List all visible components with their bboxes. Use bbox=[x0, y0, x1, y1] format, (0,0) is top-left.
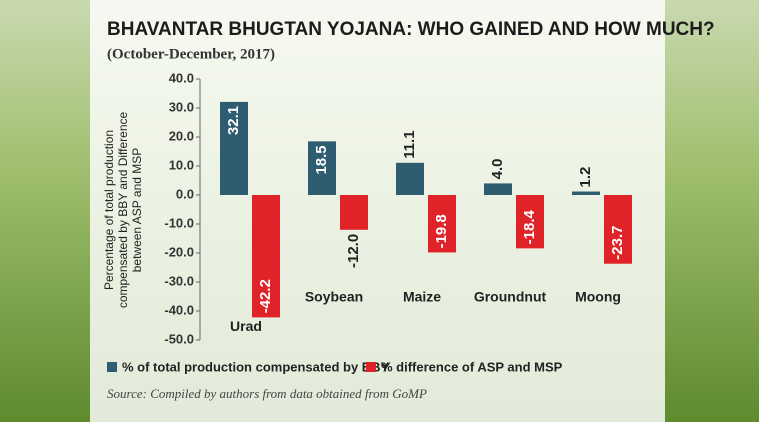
legend-label: % difference of ASP and MSP bbox=[381, 359, 563, 374]
bar bbox=[340, 195, 368, 230]
value-label-group: 11.1 bbox=[401, 130, 418, 158]
value-label-group: -18.4 bbox=[521, 210, 538, 245]
value-label-group: -19.8 bbox=[433, 214, 450, 248]
bar bbox=[308, 141, 336, 195]
value-label: -42.2 bbox=[257, 279, 274, 313]
y-tick-label: 10.0 bbox=[169, 157, 194, 172]
y-axis-title-line: between ASP and MSP bbox=[130, 148, 144, 273]
x-tick-label: Soybean bbox=[305, 289, 363, 305]
source-note: Source: Compiled by authors from data ob… bbox=[107, 386, 427, 401]
bar bbox=[428, 195, 456, 253]
y-axis-title: Percentage of total production compensat… bbox=[102, 112, 144, 309]
x-tick-label: Groundnut bbox=[474, 289, 547, 305]
value-label: 11.1 bbox=[401, 130, 418, 158]
value-label-group: 32.1 bbox=[225, 106, 242, 135]
bar bbox=[252, 195, 280, 318]
legend-swatch bbox=[366, 362, 376, 372]
x-tick-label: Moong bbox=[575, 289, 621, 305]
value-label-group: -23.7 bbox=[609, 226, 626, 260]
y-tick-label: -20.0 bbox=[164, 244, 194, 259]
legend-swatch bbox=[107, 362, 117, 372]
y-axis-title-line: compensated by BBY and Difference bbox=[116, 112, 130, 309]
x-tick-label: Maize bbox=[403, 289, 441, 305]
y-tick-label: 30.0 bbox=[169, 99, 194, 114]
y-tick-label: -50.0 bbox=[164, 331, 194, 346]
bar bbox=[396, 162, 424, 195]
value-label: -18.4 bbox=[521, 210, 538, 245]
y-tick-label: -30.0 bbox=[164, 273, 194, 288]
y-axis-title-line: Percentage of total production bbox=[102, 130, 116, 290]
value-label: -23.7 bbox=[609, 226, 626, 260]
value-label: 18.5 bbox=[313, 145, 330, 174]
value-label-group: -42.2 bbox=[257, 279, 274, 313]
value-label: -19.8 bbox=[433, 214, 450, 248]
y-tick-label: 20.0 bbox=[169, 128, 194, 143]
bar bbox=[484, 183, 512, 195]
panel bbox=[90, 0, 665, 422]
bar bbox=[220, 101, 248, 195]
value-label-group: 18.5 bbox=[313, 145, 330, 174]
value-label-group: -12.0 bbox=[345, 234, 362, 268]
value-label-group: 4.0 bbox=[489, 159, 506, 180]
chart-title: BHAVANTAR BHUGTAN YOJANA: WHO GAINED AND… bbox=[107, 19, 715, 40]
chart-subtitle: (October-December, 2017) bbox=[107, 46, 275, 62]
value-label: -12.0 bbox=[345, 234, 362, 268]
bar bbox=[604, 195, 632, 264]
bar bbox=[572, 191, 600, 195]
value-label: 4.0 bbox=[489, 159, 506, 180]
y-tick-label: 0.0 bbox=[176, 186, 194, 201]
value-label-group: 1.2 bbox=[577, 167, 594, 188]
legend-label: % of total production compensated by BBY bbox=[122, 359, 390, 374]
y-tick-label: -40.0 bbox=[164, 302, 194, 317]
bar bbox=[516, 195, 544, 249]
value-label: 32.1 bbox=[225, 106, 242, 135]
y-tick-label: -10.0 bbox=[164, 215, 194, 230]
y-tick-label: 40.0 bbox=[169, 70, 194, 85]
value-label: 1.2 bbox=[577, 167, 594, 188]
x-tick-label: Urad bbox=[230, 318, 262, 334]
